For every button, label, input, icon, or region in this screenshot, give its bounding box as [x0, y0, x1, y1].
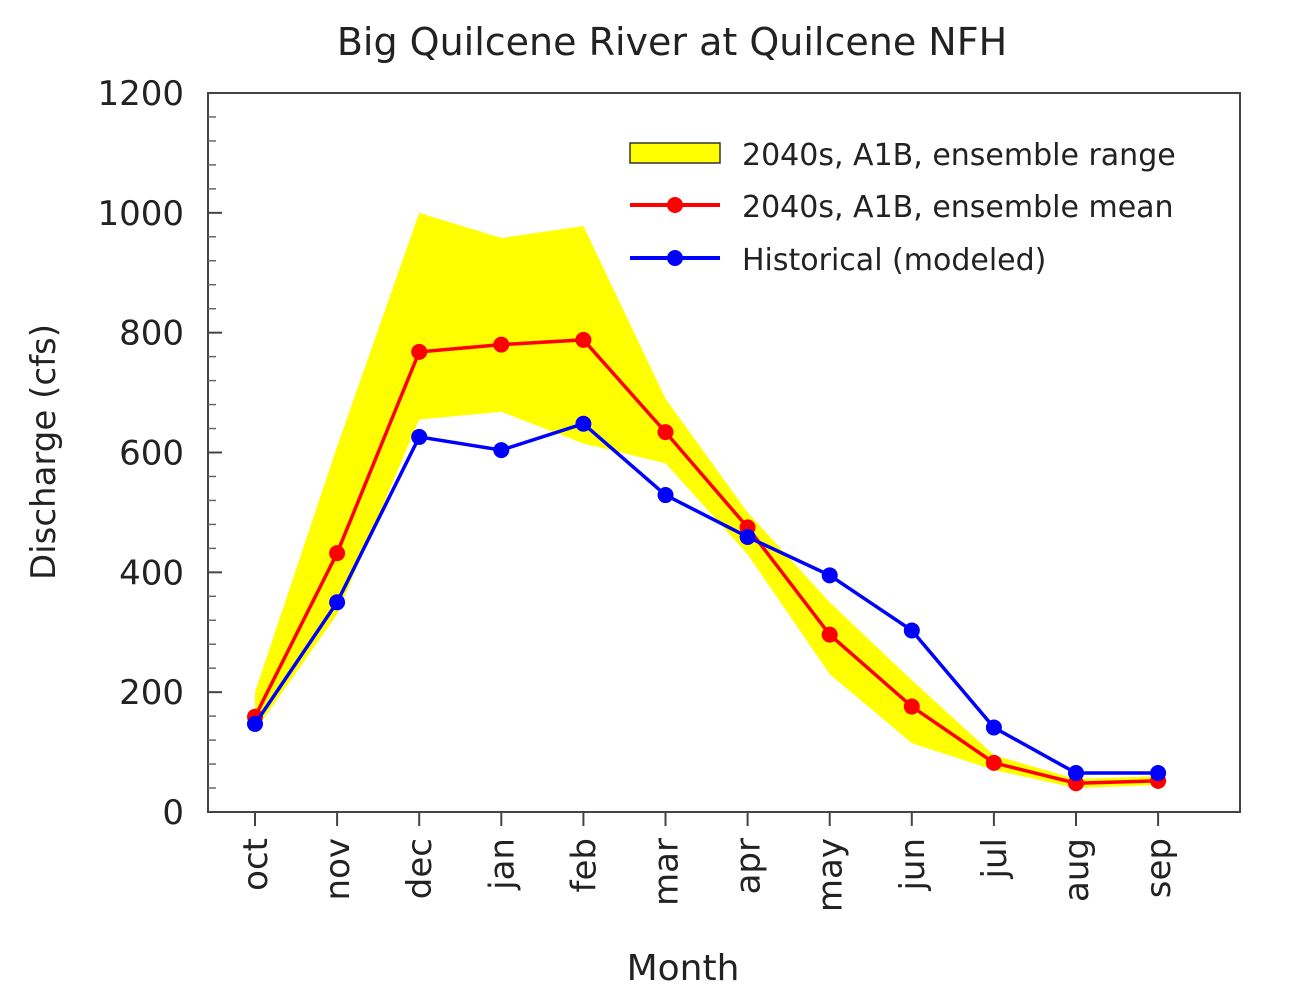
y-tick-label: 200: [119, 673, 184, 713]
ensemble-mean-point-jul: [985, 754, 1002, 771]
historical-point-dec: [411, 428, 428, 445]
y-axis-label: Discharge (cfs): [24, 324, 64, 580]
y-tick-label: 800: [119, 314, 184, 354]
legend-marker-historical: [667, 250, 683, 266]
legend-swatch-range: [629, 142, 721, 164]
legend-label-historical: Historical (modeled): [742, 243, 1046, 278]
historical-point-jul: [985, 719, 1002, 736]
historical-point-apr: [739, 528, 756, 545]
x-tick-label-mar: mar: [647, 838, 687, 906]
historical-point-aug: [1068, 765, 1084, 782]
y-tick-label: 1200: [97, 74, 184, 114]
legend-label-mean: 2040s, A1B, ensemble mean: [742, 190, 1174, 225]
y-tick-label: 1000: [97, 194, 184, 234]
y-tick-label: 600: [119, 434, 184, 474]
historical-point-mar: [657, 487, 674, 504]
ensemble-mean-point-nov: [329, 545, 346, 562]
historical-point-jun: [903, 622, 920, 639]
y-tick-label: 0: [162, 793, 184, 833]
historical-point-jan: [493, 442, 510, 459]
ensemble-mean-point-jun: [903, 698, 920, 715]
legend-label-range: 2040s, A1B, ensemble range: [742, 138, 1176, 173]
ensemble-mean-point-may: [821, 626, 838, 643]
ensemble-range-band: [255, 212, 1159, 789]
historical-line: [253, 421, 1159, 775]
x-tick-label-aug: aug: [1057, 838, 1097, 902]
legend: 2040s, A1B, ensemble range 2040s, A1B, e…: [629, 138, 1176, 278]
ensemble-mean-point-jan: [493, 336, 510, 353]
y-tick-label: 400: [119, 553, 184, 593]
historical-point-nov: [329, 594, 346, 611]
x-tick-label-feb: feb: [564, 838, 604, 892]
historical-point-may: [821, 567, 838, 584]
chart-title: Big Quilcene River at Quilcene NFH: [337, 20, 1007, 64]
x-tick-label-sep: sep: [1139, 838, 1179, 898]
historical-point-oct: [247, 715, 263, 732]
x-tick-label-jun: jun: [893, 838, 933, 892]
x-tick-label-may: may: [811, 838, 851, 912]
x-tick-label-jan: jan: [482, 838, 522, 891]
ensemble-mean-point-mar: [657, 424, 674, 441]
x-tick-label-oct: oct: [236, 838, 276, 891]
ensemble-mean-point-dec: [411, 343, 428, 360]
x-tick-label-dec: dec: [400, 838, 440, 899]
ensemble-mean-point-feb: [575, 331, 592, 348]
legend-marker-mean: [667, 197, 683, 213]
x-tick-label-jul: jul: [975, 838, 1015, 879]
historical-point-feb: [575, 415, 592, 432]
x-tick-label-nov: nov: [318, 838, 358, 900]
ensemble-mean-line: [253, 338, 1159, 785]
historical-point-sep: [1150, 765, 1167, 782]
x-axis-label: Month: [627, 948, 740, 989]
x-tick-label-apr: apr: [729, 838, 769, 894]
